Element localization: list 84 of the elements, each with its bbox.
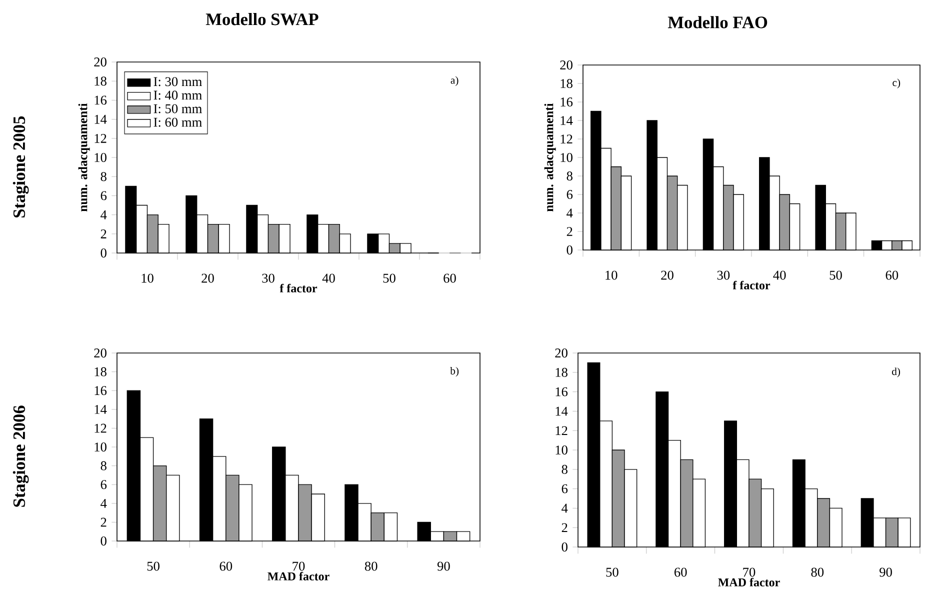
y-tick-label: 10 <box>94 442 106 452</box>
y-axis-title: num. adacquamenti <box>544 103 556 212</box>
x-tick-label: 50 <box>606 568 618 577</box>
y-tick-label: 10 <box>556 446 568 454</box>
legend-label: I: 60 mm <box>154 118 202 127</box>
y-tick-label: 4 <box>562 504 568 513</box>
y-tick-label: 14 <box>556 406 568 416</box>
y-tick-label: 20 <box>94 348 106 358</box>
y-tick-label: 2 <box>562 523 568 532</box>
legend-label: I: 50 mm <box>154 104 202 114</box>
y-tick-label: 18 <box>94 367 106 376</box>
chart-title: Modello SWAP <box>206 13 318 26</box>
x-tick-label: 80 <box>364 562 378 571</box>
y-tick-label: 0 <box>562 542 568 552</box>
x-axis-title: MAD factor <box>268 572 330 580</box>
x-tick-label: 10 <box>606 270 618 280</box>
text: Stagione 2005 <box>12 116 29 218</box>
x-tick-label: 50 <box>147 562 160 571</box>
y-tick-label: 0 <box>566 246 572 254</box>
x-tick-label: 60 <box>220 562 232 571</box>
x-tick-label: 50 <box>383 274 396 283</box>
y-tick-label: 14 <box>94 405 107 414</box>
y-tick-label: 14 <box>560 116 573 125</box>
y-tick-label: 20 <box>555 348 568 358</box>
x-tick-label: 60 <box>674 568 687 577</box>
x-tick-label: 90 <box>880 568 892 577</box>
annotation: c) <box>892 78 900 88</box>
y-tick-label: 12 <box>556 426 568 436</box>
y-tick-label: 10 <box>560 153 572 162</box>
x-tick-label: 50 <box>830 270 842 280</box>
y-tick-label: 12 <box>560 134 572 144</box>
text: Stagione 2006 <box>12 406 29 507</box>
y-tick-label: 6 <box>562 484 568 494</box>
y-tick-label: 8 <box>562 464 568 474</box>
x-tick-label: 70 <box>292 562 305 571</box>
x-tick-label: 60 <box>444 274 456 283</box>
x-tick-label: 80 <box>811 568 824 577</box>
y-tick-label: 2 <box>100 518 106 527</box>
y-tick-label: 6 <box>566 190 573 199</box>
y-tick-label: 2 <box>566 227 572 236</box>
x-tick-label: 30 <box>717 270 730 280</box>
y-tick-label: 16 <box>560 98 573 106</box>
legend-label: I: 40 mm <box>154 90 202 100</box>
x-tick-label: 60 <box>886 270 898 280</box>
y-tick-label: 16 <box>94 96 107 105</box>
y-tick-label: 10 <box>94 153 106 162</box>
chart-title: Modello FAO <box>668 16 768 28</box>
y-tick-label: 12 <box>94 134 106 143</box>
y-tick-label: 18 <box>94 76 106 86</box>
y-tick-label: 18 <box>560 79 572 88</box>
annotation: d) <box>892 368 900 378</box>
y-tick-label: 6 <box>100 191 107 200</box>
y-tick-label: 0 <box>100 248 106 258</box>
y-tick-label: 8 <box>100 461 106 470</box>
y-tick-label: 4 <box>100 210 107 220</box>
x-axis-title: f factor <box>732 280 770 290</box>
y-tick-label: 14 <box>94 114 107 124</box>
x-tick-label: 10 <box>142 274 154 283</box>
x-tick-label: 20 <box>661 270 674 280</box>
y-tick-label: 16 <box>556 387 568 396</box>
y-tick-label: 6 <box>100 480 107 490</box>
x-tick-label: 90 <box>437 562 450 571</box>
y-tick-label: 4 <box>100 499 107 508</box>
annotation: a) <box>450 76 458 86</box>
y-tick-label: 20 <box>94 58 106 66</box>
x-axis-title: MAD factor <box>718 578 780 586</box>
y-tick-label: 20 <box>560 60 572 70</box>
x-tick-label: 70 <box>743 568 756 577</box>
y-tick-label: 12 <box>94 424 106 433</box>
x-tick-label: 30 <box>262 274 274 283</box>
x-tick-label: 20 <box>202 274 214 283</box>
y-tick-label: 4 <box>566 208 573 218</box>
x-tick-label: 40 <box>322 274 335 283</box>
x-axis-title: f factor <box>280 284 318 292</box>
y-tick-label: 2 <box>100 229 106 238</box>
legend-label: I: 30 mm <box>154 77 202 86</box>
y-tick-label: 16 <box>94 386 107 396</box>
y-tick-label: 0 <box>100 536 106 546</box>
y-tick-label: 18 <box>556 368 568 377</box>
x-tick-label: 40 <box>773 270 786 280</box>
annotation: b) <box>450 366 459 377</box>
y-tick-label: 8 <box>566 172 572 180</box>
y-tick-label: 8 <box>100 172 106 182</box>
y-axis-title: num. adacquamenti <box>78 103 90 212</box>
